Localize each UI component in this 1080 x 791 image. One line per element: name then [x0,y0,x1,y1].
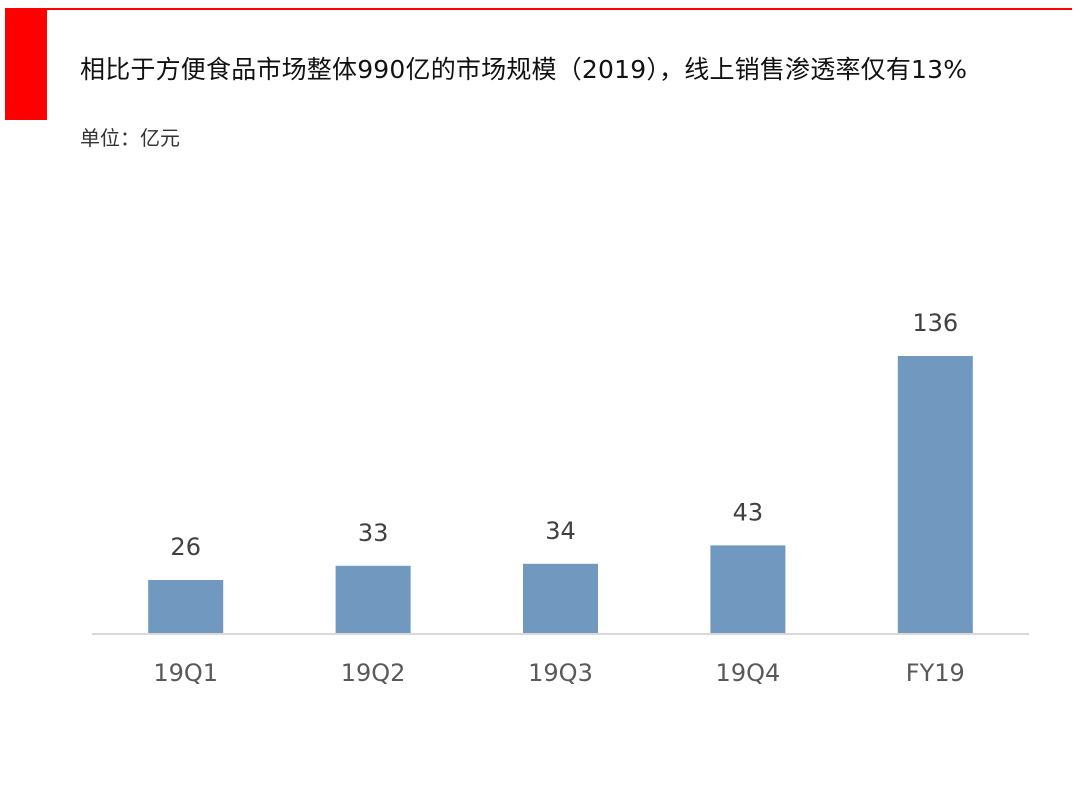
x-tick-label-fy19: FY19 [906,659,965,687]
bar-19q2 [335,565,411,633]
data-label-fy19: 136 [912,309,958,337]
data-labels: 26 33 34 43 136 [170,309,958,561]
x-tick-label-19q2: 19Q2 [341,659,406,687]
data-label-19q3: 34 [545,517,576,545]
data-label-19q2: 33 [358,519,389,547]
unit-label: 单位：亿元 [80,126,180,150]
bar-19q1 [148,580,224,633]
x-tick-label-19q4: 19Q4 [716,659,781,687]
bar-fy19 [897,356,973,633]
bar-19q3 [523,563,598,634]
data-label-19q4: 43 [733,498,764,526]
x-tick-label-19q3: 19Q3 [528,659,593,687]
bars-group [148,356,973,634]
top-rule [47,8,1072,10]
data-label-19q1: 26 [170,533,201,561]
bar-19q4 [710,545,786,633]
x-tick-labels: 19Q1 19Q2 19Q3 19Q4 FY19 [153,659,964,687]
accent-block [5,8,47,120]
x-tick-label-19q1: 19Q1 [153,659,218,687]
page-title: 相比于方便食品市场整体990亿的市场规模（2019），线上销售渗透率仅有13% [80,55,968,84]
